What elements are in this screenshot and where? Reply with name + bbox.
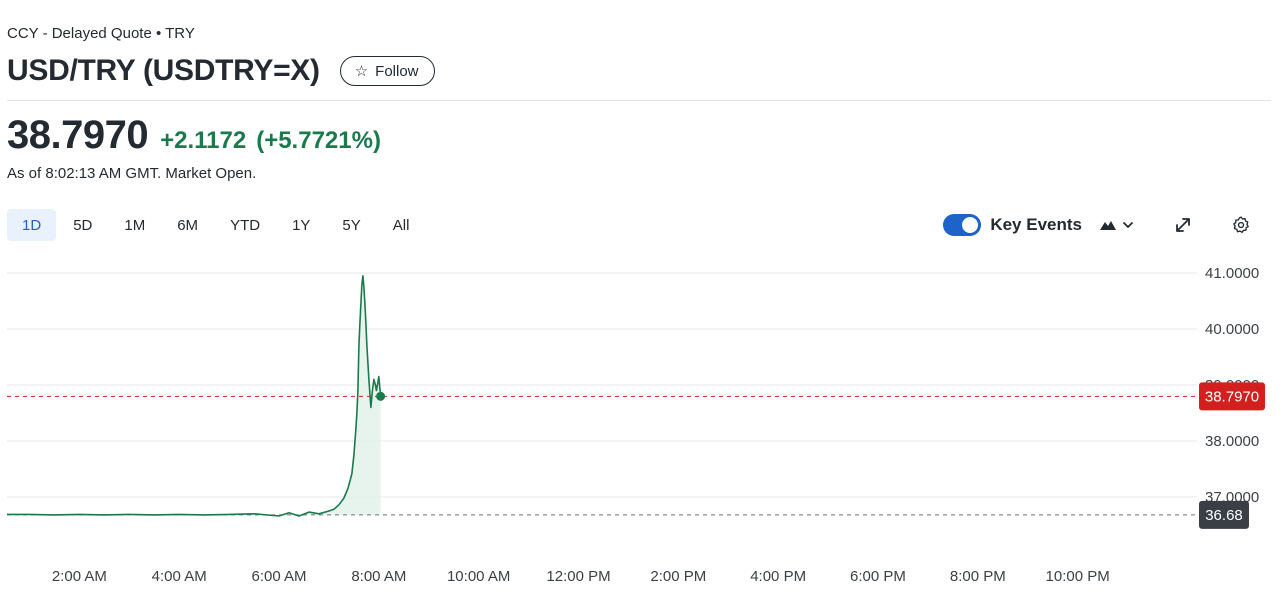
y-tick-label: 41.0000 <box>1205 265 1259 282</box>
quote-timestamp: As of 8:02:13 AM GMT. Market Open. <box>7 165 257 182</box>
star-icon: ☆ <box>354 62 369 80</box>
x-tick-label: 10:00 PM <box>1046 568 1110 585</box>
current-price-dot <box>376 391 386 401</box>
range-tab-1y[interactable]: 1Y <box>292 216 311 234</box>
current-price-badge <box>1199 382 1265 411</box>
x-tick-label: 4:00 PM <box>750 568 806 585</box>
previous-close-badge <box>1199 500 1249 529</box>
x-tick-label: 6:00 AM <box>252 568 307 585</box>
chevron-down-icon <box>1123 222 1133 228</box>
x-tick-label: 10:00 AM <box>447 568 510 585</box>
key-events-label: Key Events <box>990 215 1082 234</box>
quote-row: 38.7970 +2.1172 (+5.7721%) <box>7 113 381 158</box>
chart-toolbar: Key Events <box>943 209 1280 241</box>
key-events-toggle[interactable] <box>943 214 982 236</box>
settings-button[interactable] <box>1228 212 1254 238</box>
range-tab-1d[interactable]: 1D <box>7 209 57 241</box>
toggle-knob <box>962 217 979 233</box>
current-price-badge-label: 38.7970 <box>1205 388 1259 405</box>
mountain-icon <box>1100 221 1116 230</box>
expand-button[interactable] <box>1170 212 1196 238</box>
chart-type-dropdown[interactable] <box>1099 218 1134 232</box>
exchange-line: CCY - Delayed Quote • TRY <box>7 25 195 42</box>
y-tick-label: 40.0000 <box>1205 321 1259 338</box>
range-tab-5d[interactable]: 5D <box>73 216 93 234</box>
current-price: 38.7970 <box>7 113 149 157</box>
page-title: USD/TRY (USDTRY=X) <box>7 54 320 87</box>
range-tab-6m[interactable]: 6M <box>177 216 199 234</box>
x-tick-label: 8:00 PM <box>950 568 1006 585</box>
range-tab-1m[interactable]: 1M <box>124 216 146 234</box>
price-change: +2.1172 <box>160 127 247 154</box>
range-tab-all[interactable]: All <box>392 216 410 234</box>
x-tick-label: 6:00 PM <box>850 568 906 585</box>
previous-close-badge-label: 36.68 <box>1205 507 1243 524</box>
x-tick-label: 2:00 PM <box>650 568 706 585</box>
x-tick-label: 12:00 PM <box>546 568 610 585</box>
follow-button[interactable]: ☆ Follow <box>339 56 435 86</box>
price-line <box>7 275 382 517</box>
price-change-percent: (+5.7721%) <box>256 127 381 154</box>
range-tab-ytd[interactable]: YTD <box>230 216 261 234</box>
x-tick-label: 4:00 AM <box>152 568 207 585</box>
range-tab-5y[interactable]: 5Y <box>342 216 361 234</box>
title-row: USD/TRY (USDTRY=X) ☆ Follow <box>7 54 435 88</box>
follow-label: Follow <box>375 62 419 80</box>
header-divider <box>7 100 1271 101</box>
x-tick-label: 2:00 AM <box>52 568 107 585</box>
gear-icon <box>1233 216 1249 234</box>
expand-icon <box>1176 218 1190 232</box>
x-tick-label: 8:00 AM <box>351 568 406 585</box>
y-tick-label: 38.0000 <box>1205 433 1259 450</box>
range-tabs: 1D 5D 1M 6M YTD 1Y 5Y All <box>7 209 426 241</box>
